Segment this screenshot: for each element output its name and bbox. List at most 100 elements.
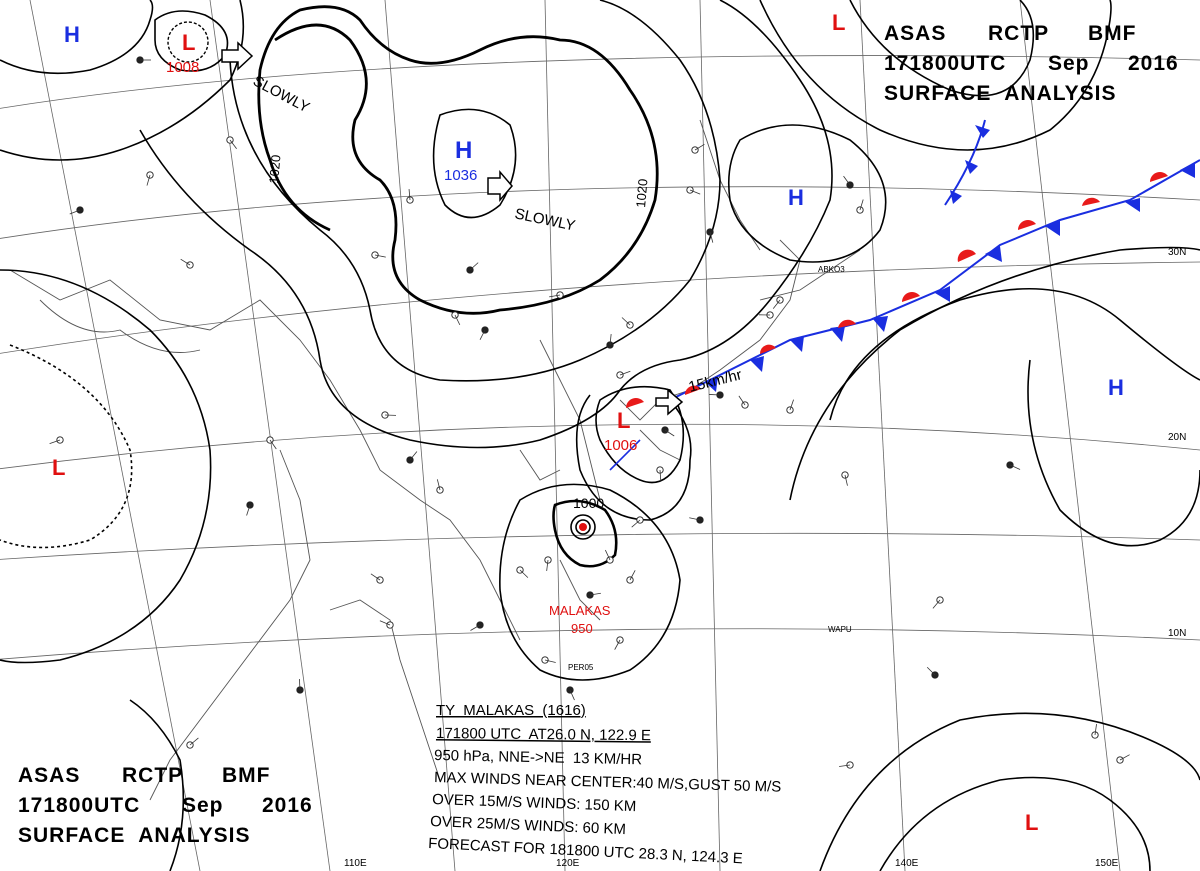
isobar-se-outer — [819, 712, 1200, 871]
wind-barb-icon — [839, 764, 851, 767]
wind-barb-icon — [772, 299, 781, 309]
isobar-1020 — [257, 5, 659, 315]
lon-label-110e: 110E — [344, 858, 367, 869]
header-bottom-year: 2016 — [262, 794, 313, 817]
isobar-se-low — [879, 776, 1151, 871]
isobar-high-ring — [432, 108, 517, 219]
isobar-japan-high — [727, 124, 887, 263]
slowly-label-2: SLOWLY — [513, 205, 577, 234]
wind-barb-icon — [69, 209, 81, 215]
isobar-sw-closed — [129, 699, 185, 871]
wind-barb-icon — [436, 479, 441, 491]
header-bottom-title: SURFACE ANALYSIS — [18, 824, 251, 847]
isobar-typhoon-1000 — [552, 499, 618, 568]
wind-barb-icon — [479, 329, 486, 340]
arrow-high — [487, 169, 513, 203]
coastlines — [9, 119, 861, 801]
low-se-letter: L — [1025, 810, 1038, 835]
wind-barb-icon — [604, 549, 611, 561]
lon-label-150e: 150E — [1095, 858, 1119, 869]
wind-barb-icon — [49, 439, 61, 444]
wind-barb-icon — [926, 666, 936, 676]
typhoon-info-25ms: OVER 25M/S WINDS: 60 KM — [430, 813, 626, 838]
header-top-time: 171800UTC — [884, 52, 1006, 75]
wind-barb-icon — [544, 659, 556, 663]
header-top-code: BMF — [1088, 22, 1137, 45]
station-per: PER05 — [568, 663, 594, 672]
isobar-1016 — [229, 0, 721, 382]
wind-barb-icon — [619, 370, 631, 376]
wind-barb-icon — [859, 199, 864, 211]
low-taiwan-value: 1006 — [604, 437, 637, 454]
isobar-taiwan-low — [595, 385, 685, 484]
wind-barb-icon — [844, 474, 848, 486]
header-top-year: 2016 — [1128, 52, 1179, 75]
header-top-month: Sep — [1048, 52, 1090, 75]
wind-barb-icon — [709, 231, 714, 243]
isobar-ne-outer — [759, 0, 1112, 151]
header-top-station: RCTP — [988, 22, 1049, 45]
isobar-pacific-outer — [789, 246, 1200, 501]
station-abk: ABKO3 — [818, 265, 845, 274]
lat-label-10n: 10N — [1168, 628, 1186, 639]
wind-barb-icon — [374, 254, 386, 258]
wind-barb-icon — [789, 399, 794, 411]
wind-barb-icon — [408, 189, 411, 201]
lat-label-30n: 30N — [1168, 247, 1186, 258]
isobar-nw-b — [0, 0, 245, 161]
header-bottom-agency: ASAS — [18, 764, 80, 787]
arrow-low-north — [221, 41, 254, 71]
low-taiwan-letter: L — [617, 408, 630, 433]
wind-barb-icon — [932, 599, 941, 609]
isobar-ne-low — [849, 0, 1035, 97]
warm-front — [626, 171, 1168, 408]
wind-barb-icon — [569, 689, 575, 701]
isobar-1008-center — [575, 394, 692, 521]
typhoon-info-box: TY MALAKAS (1616) 171800 UTC AT26.0 N, 1… — [428, 702, 782, 867]
wind-barb-icon — [246, 504, 251, 516]
speed-label: 15km/hr — [687, 366, 744, 396]
header-bottom-month: Sep — [182, 794, 224, 817]
header-bottom-station: RCTP — [122, 764, 183, 787]
wind-barb-icon — [470, 624, 481, 631]
wind-barb-icon — [609, 334, 612, 346]
lon-label-140e: 140E — [895, 858, 919, 869]
wind-barb-icon — [589, 592, 601, 596]
isobar-1008-west — [0, 269, 212, 664]
trough-west — [0, 344, 133, 549]
typhoon-info-position: 171800 UTC AT26.0 N, 122.9 E — [436, 725, 651, 744]
high-pacific-letter: H — [1108, 375, 1124, 400]
typhoon-isobar-value: 1000 — [573, 495, 604, 511]
wind-barb-icon — [370, 573, 381, 581]
wind-barb-icon — [549, 294, 561, 298]
wind-barb-icon — [409, 451, 418, 461]
typhoon-info-pressure: 950 hPa, NNE->NE 13 KM/HR — [434, 747, 642, 768]
station-plots — [49, 56, 1130, 769]
wind-barb-icon — [1119, 754, 1130, 761]
wind-barb-icon — [1094, 724, 1097, 736]
isobar-nw-a — [0, 0, 154, 75]
wind-barb-icon — [629, 570, 636, 581]
wind-barb-icon — [689, 517, 701, 521]
low-north-value: 1008 — [166, 59, 199, 76]
typhoon-info-15ms: OVER 15M/S WINDS: 150 KM — [432, 791, 637, 815]
low-north-ring — [167, 21, 209, 63]
wind-barb-icon — [659, 469, 662, 482]
isobar-1012 — [139, 0, 833, 449]
wind-barb-icon — [269, 439, 277, 450]
wind-barb-icon — [1009, 464, 1021, 470]
low-north-letter: L — [182, 30, 195, 55]
wind-barb-icon — [689, 189, 701, 195]
low-west-letter: L — [52, 455, 65, 480]
wind-barb-icon — [469, 262, 479, 271]
header-top-agency: ASAS — [884, 22, 946, 45]
typhoon-info-title: TY MALAKAS (1616) — [436, 702, 586, 719]
header-bottom: ASAS RCTP BMF 171800UTC Sep 2016 SURFACE… — [18, 764, 313, 847]
station-wapu: WAPU — [828, 625, 852, 634]
wind-barb-icon — [843, 175, 851, 186]
wind-barb-icon — [180, 258, 191, 266]
isobar-pacific-high — [829, 287, 1200, 421]
wind-barb-icon — [664, 429, 675, 437]
wind-barb-icon — [694, 143, 705, 151]
high-main-value: 1036 — [444, 167, 477, 184]
